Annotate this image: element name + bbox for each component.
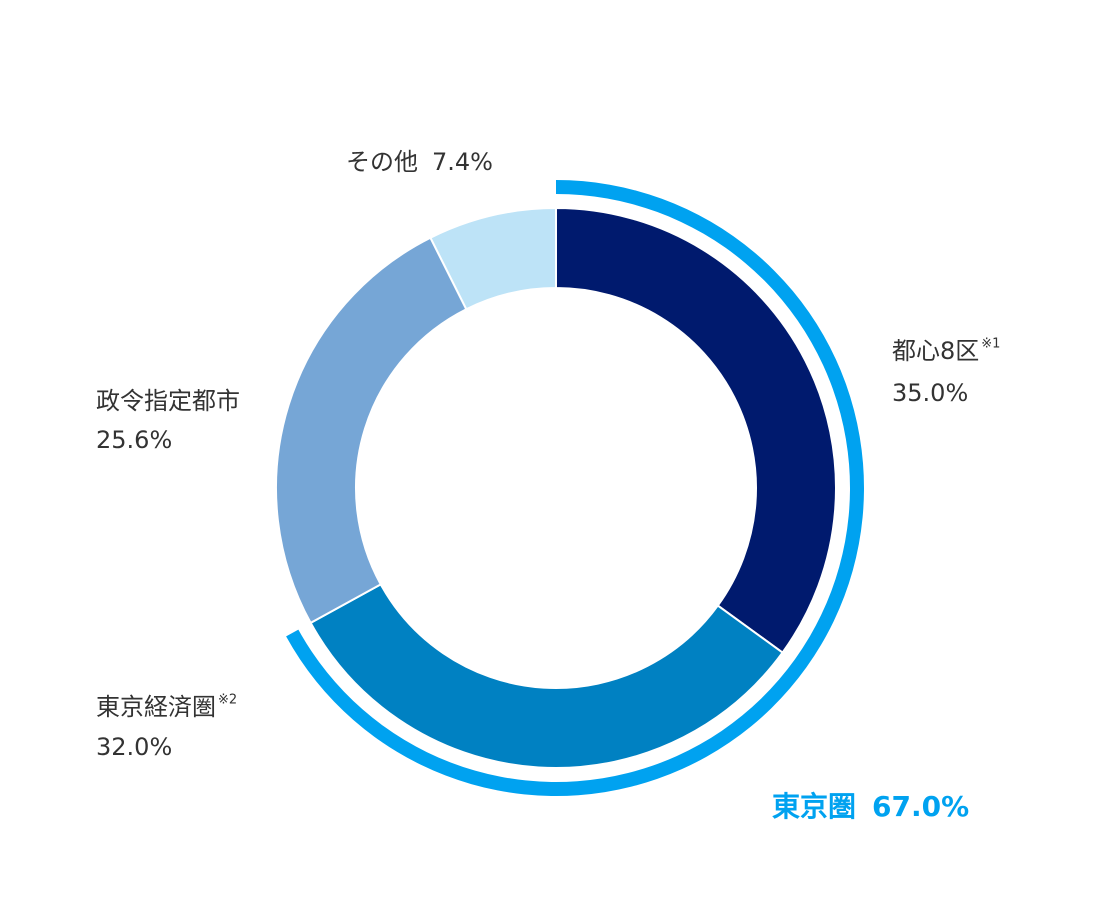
segment-label: 政令指定都市 — [96, 387, 240, 415]
segment-value: 25.6% — [96, 426, 172, 454]
segment-value: 7.4% — [432, 148, 493, 176]
footnote-marker: ※2 — [218, 693, 237, 708]
segment-label: 東京経済圏 — [96, 693, 216, 721]
donut-segment — [309, 582, 784, 769]
footnote-marker: ※1 — [981, 337, 1000, 352]
donut-segment — [275, 236, 468, 625]
group-label: 東京圏 — [772, 790, 856, 823]
segment-label: 都心8区 — [892, 337, 979, 365]
group-value: 67.0% — [872, 790, 969, 823]
donut-segment — [429, 206, 557, 311]
segment-value: 35.0% — [892, 379, 968, 407]
segment-value: 32.0% — [96, 733, 172, 761]
donut-segment — [555, 206, 837, 654]
segment-label: その他 — [346, 148, 418, 176]
